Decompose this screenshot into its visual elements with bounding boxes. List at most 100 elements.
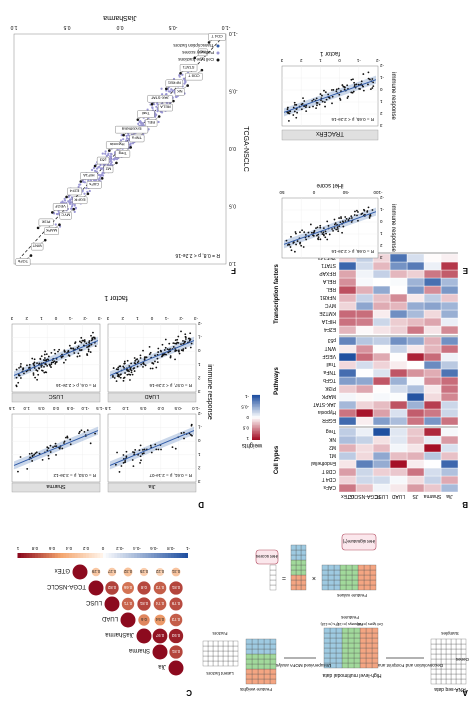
facet-4-point [50,366,52,369]
panel-e-letter: E [462,266,468,275]
e-bottom-point [334,222,337,225]
highlevel-cell [371,632,379,639]
corr-scale-step [113,553,118,558]
facet-1-xtick: -0.5 [174,406,182,411]
facet-4-point [55,361,58,363]
latent-factor-cell [232,650,239,657]
corr-scale-step [139,553,143,558]
rnaseq-cell [430,653,437,660]
heatmap-row-label: Hypoxia [318,409,336,415]
facet-3-point [184,338,187,340]
facet-4-point [77,345,80,348]
rnaseq-cell [460,673,467,680]
highlevel-cell [347,652,355,659]
feature-weight-cell [257,648,265,655]
e-bottom-point [289,246,292,248]
feature-weight-cell [257,663,265,670]
rnaseq-cell [440,678,447,685]
facet-3-point [134,362,137,365]
f-point [125,134,128,138]
facet-3-point [155,366,158,369]
feature-value-cell [345,579,353,586]
f-point [175,95,178,99]
heatmap-cell [338,392,357,402]
panel-d: D Jia R = 0.61, p = 2.1e-07 -1.0 -0.5 0.0 0.5… [8,294,213,509]
latent-factor-cell [212,640,219,647]
corr-scale-step [130,553,135,558]
corr-row-label: TCGA-NSCLC [46,583,86,589]
f-point [105,154,108,157]
f-point [153,103,156,106]
heatmap-column-label: Sharma [424,493,442,499]
facet-4-point [93,337,96,340]
f-label-box [52,203,68,211]
e-top-point [362,73,365,75]
feature-value-cell [369,584,377,591]
jiasharma-scatter: CD4 T CD8 T M1 NK STAT1 RELA NFKB1 REL JAK-STAT T… [10,14,249,266]
e-top-point [362,89,365,92]
heatmap-cell [338,400,357,410]
e-bottom-point [310,231,313,234]
heatmap-cell [355,344,374,354]
rnaseq-cell [430,678,437,685]
e-top-point [286,108,289,111]
heatmap-cell [338,261,357,271]
facet-1-point [114,463,117,466]
e-bottom-point [292,242,295,244]
corr-circle [139,567,149,577]
e-top-point [293,110,296,113]
feature-weight-cell [257,638,265,645]
weights-legend-step [252,421,260,424]
heatmap-cell [406,269,425,279]
highlevel-cell [341,662,349,669]
f-point [147,128,150,131]
weights-legend-tick: 0.5 [242,426,249,431]
highlevel-cell [323,627,331,634]
f-label: EGFR [74,197,85,202]
facet-3-point [182,342,185,345]
e-bottom-point [355,209,358,212]
heatmap-cell [338,376,357,386]
f-label: HIF1A [83,173,95,178]
heatmap-row-label: STAT1 [321,262,336,268]
highlevel-cell [365,642,373,649]
e-bottom-stat: R = 0.66, p < 2.2e-16 [331,249,374,254]
feature-value-cell [357,584,365,591]
e-bottom-point [331,228,333,230]
weights-legend-tick: 1 [246,436,249,441]
facet-4-point [90,334,92,337]
rnaseq-cell [450,663,457,670]
highlevel-cell [347,642,355,649]
facet-4-point [31,357,34,360]
e-bottom-point [325,232,327,235]
f-label: RELA [160,105,171,110]
e-top-point [343,88,346,91]
highlevel-cell [359,652,367,659]
feature-value-cell [363,584,371,591]
facet-4-point [36,362,38,364]
facet-4-point [32,372,35,375]
latent-factor-cell [227,645,234,652]
f-xtick: -1.0 [221,24,230,30]
ihet-scores-box [255,549,279,565]
facet-3-point [184,336,187,339]
facet-4-point [85,342,88,345]
weights-legend-step [252,403,260,406]
feature-value-cell [339,584,347,591]
facet-2-point [17,470,19,473]
facet-2-point [47,447,50,450]
facet-1-point [124,459,127,462]
f-point [182,77,185,80]
corr-value: 0.73 [155,585,164,590]
corr-scale-step [71,553,75,558]
corr-scale-step [48,553,52,558]
facet-3-point [123,366,125,369]
e-bottom-ytick: 1 [380,231,383,236]
highlevel-cell [359,627,367,634]
highlevel-cell [323,647,331,654]
facet-4-point [45,358,48,361]
feature-weight-cell [245,658,253,665]
feature-value-cell [321,564,329,571]
heatmap-cell [423,384,442,394]
